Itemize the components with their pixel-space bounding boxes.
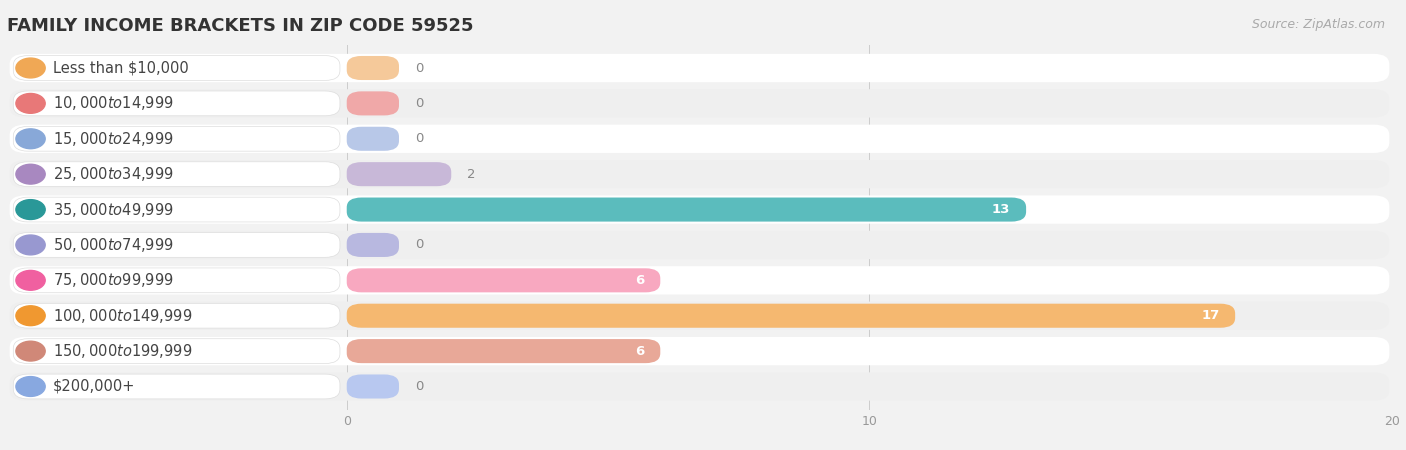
FancyBboxPatch shape [10,125,1389,153]
Circle shape [15,306,45,326]
Text: $25,000 to $34,999: $25,000 to $34,999 [53,165,174,183]
FancyBboxPatch shape [13,162,340,187]
Circle shape [15,377,45,396]
FancyBboxPatch shape [13,303,340,328]
Text: Source: ZipAtlas.com: Source: ZipAtlas.com [1251,18,1385,31]
Circle shape [15,200,45,220]
FancyBboxPatch shape [347,233,399,257]
FancyBboxPatch shape [13,126,340,151]
Text: 6: 6 [636,345,644,358]
Circle shape [15,164,45,184]
Text: Less than $10,000: Less than $10,000 [53,60,188,76]
Text: $100,000 to $149,999: $100,000 to $149,999 [53,307,193,325]
Text: 6: 6 [636,274,644,287]
Circle shape [15,58,45,78]
FancyBboxPatch shape [347,162,451,186]
FancyBboxPatch shape [13,339,340,364]
Circle shape [15,235,45,255]
Text: $35,000 to $49,999: $35,000 to $49,999 [53,201,174,219]
FancyBboxPatch shape [347,56,399,80]
Text: $15,000 to $24,999: $15,000 to $24,999 [53,130,174,148]
FancyBboxPatch shape [347,304,1234,328]
Text: $75,000 to $99,999: $75,000 to $99,999 [53,271,174,289]
FancyBboxPatch shape [10,195,1389,224]
FancyBboxPatch shape [10,89,1389,117]
FancyBboxPatch shape [10,266,1389,294]
Text: 2: 2 [467,168,475,180]
FancyBboxPatch shape [10,54,1389,82]
FancyBboxPatch shape [347,374,399,399]
FancyBboxPatch shape [10,231,1389,259]
FancyBboxPatch shape [10,337,1389,365]
FancyBboxPatch shape [347,339,661,363]
Text: 0: 0 [415,380,423,393]
Circle shape [15,129,45,148]
Text: 0: 0 [415,97,423,110]
FancyBboxPatch shape [347,198,1026,221]
Text: $200,000+: $200,000+ [53,379,135,394]
FancyBboxPatch shape [13,268,340,292]
Circle shape [15,341,45,361]
Circle shape [15,270,45,290]
FancyBboxPatch shape [10,372,1389,400]
Text: 0: 0 [415,238,423,252]
Text: 0: 0 [415,62,423,75]
Text: 0: 0 [415,132,423,145]
FancyBboxPatch shape [13,91,340,116]
FancyBboxPatch shape [13,197,340,222]
FancyBboxPatch shape [13,233,340,257]
FancyBboxPatch shape [347,91,399,115]
Circle shape [15,94,45,113]
Text: $150,000 to $199,999: $150,000 to $199,999 [53,342,193,360]
FancyBboxPatch shape [10,302,1389,330]
FancyBboxPatch shape [13,56,340,81]
Text: $50,000 to $74,999: $50,000 to $74,999 [53,236,174,254]
FancyBboxPatch shape [10,160,1389,188]
Text: $10,000 to $14,999: $10,000 to $14,999 [53,94,174,112]
FancyBboxPatch shape [347,268,661,292]
Text: 13: 13 [993,203,1011,216]
FancyBboxPatch shape [13,374,340,399]
FancyBboxPatch shape [347,127,399,151]
Text: 17: 17 [1201,309,1219,322]
Text: FAMILY INCOME BRACKETS IN ZIP CODE 59525: FAMILY INCOME BRACKETS IN ZIP CODE 59525 [7,17,474,35]
